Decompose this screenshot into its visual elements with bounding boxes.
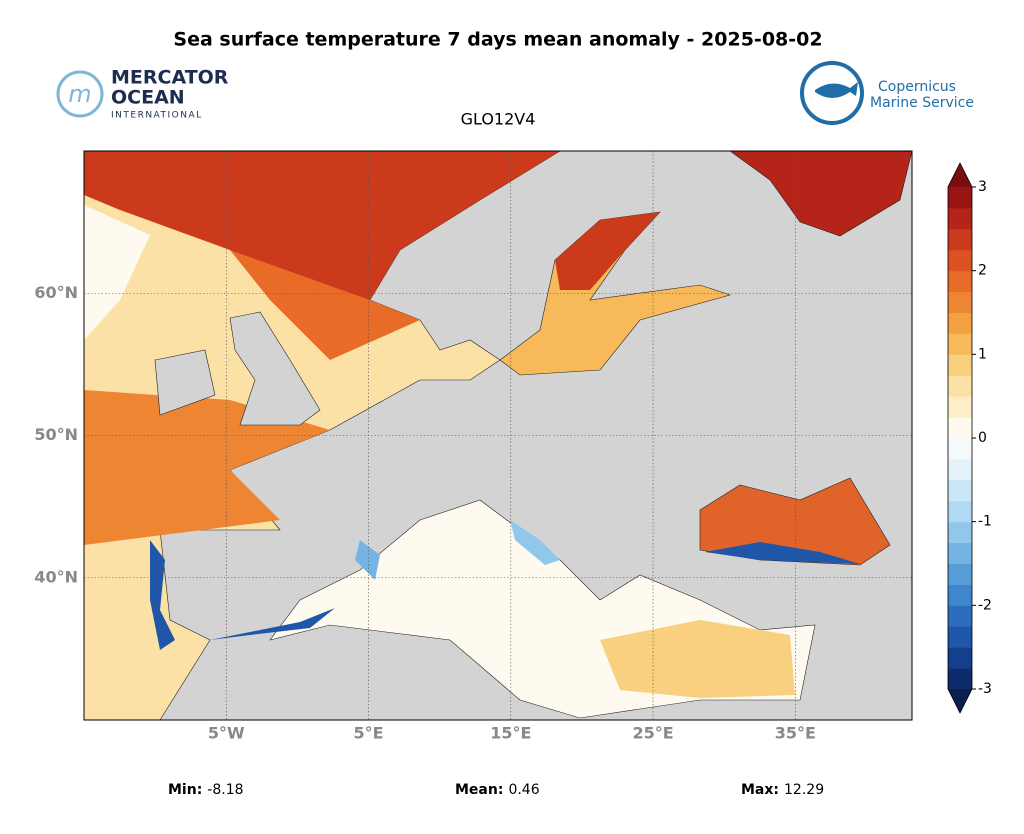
colorbar-level: [948, 187, 972, 209]
colorbar-level: [948, 605, 972, 627]
colorbar-level: [948, 563, 972, 585]
logo-text: Marine Service: [870, 95, 974, 111]
stat: Max: 12.29: [741, 782, 824, 798]
lon-label: 5°E: [354, 724, 384, 743]
stat-label: Min:: [168, 782, 202, 798]
colorbar-tick-label: -2: [978, 597, 992, 613]
stat-label: Max:: [741, 782, 779, 798]
colorbar-level: [948, 542, 972, 564]
stat-value: 0.46: [508, 782, 539, 798]
colorbar-extend: [948, 689, 972, 713]
lon-label: 15°E: [490, 724, 531, 743]
svg-text:m: m: [68, 80, 91, 108]
colorbar-level: [948, 396, 972, 418]
colorbar-tick-label: -3: [978, 681, 992, 697]
lat-label: 60°N: [34, 283, 78, 302]
colorbar-level: [948, 458, 972, 481]
colorbar-level: [948, 249, 972, 272]
lon-label: 25°E: [632, 724, 673, 743]
colorbar-extend: [948, 163, 972, 187]
model-label: GLO12V4: [461, 110, 536, 129]
stat-label: Mean:: [455, 782, 503, 798]
stat: Min: -8.18: [168, 782, 244, 798]
colorbar-level: [948, 521, 972, 544]
colorbar-tick-label: 1: [978, 346, 987, 362]
colorbar-level: [948, 207, 972, 230]
lat-label: 50°N: [34, 425, 78, 444]
title: Sea surface temperature 7 days mean anom…: [173, 29, 822, 51]
colorbar-level: [948, 270, 972, 293]
colorbar-level: [948, 291, 972, 313]
lat-label: 40°N: [34, 567, 78, 586]
colorbar-level: [948, 438, 972, 460]
colorbar-level: [948, 375, 972, 397]
lon-label: 5°W: [208, 724, 245, 743]
stat-value: 12.29: [784, 782, 824, 798]
copernicus-logo: Copernicus Marine Service: [800, 61, 974, 125]
colorbar-level: [948, 626, 972, 648]
colorbar-tick-label: 3: [978, 179, 987, 195]
colorbar-level: [948, 479, 972, 502]
colorbar-level: [948, 668, 972, 690]
colorbar-level: [948, 333, 972, 355]
colorbar-tick-label: 2: [978, 263, 987, 279]
colorbar-level: [948, 228, 972, 251]
statistics: Min: -8.18 Mean: 0.46 Max: 12.29: [168, 782, 824, 798]
lon-label: 35°E: [775, 724, 816, 743]
logo-text: Copernicus: [878, 79, 956, 95]
logo-text: OCEAN: [111, 87, 185, 109]
colorbar-level: [948, 500, 972, 523]
colorbar-level: [948, 417, 972, 439]
logo-text: MERCATOR: [111, 67, 229, 89]
colorbar-tick-label: -1: [978, 514, 992, 530]
colorbar-level: [948, 584, 972, 606]
colorbar-level: [948, 312, 972, 334]
colorbar-level: [948, 354, 972, 376]
colorbar: 3 2 1 0 -1 -2 -3: [947, 162, 992, 714]
colorbar-level: [948, 647, 972, 669]
mercator-logo: m MERCATOR OCEAN INTERNATIONAL: [56, 67, 229, 121]
logo-text: INTERNATIONAL: [111, 111, 203, 121]
stat-value: -8.18: [207, 782, 243, 798]
colorbar-tick-label: 0: [978, 430, 987, 446]
graticule: [84, 151, 912, 720]
stat: Mean: 0.46: [455, 782, 540, 798]
map-frame: [83, 150, 913, 721]
